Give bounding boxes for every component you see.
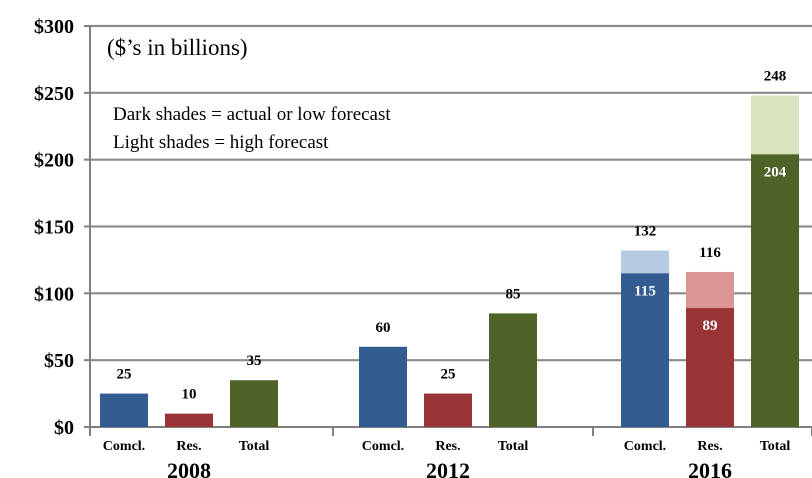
bar-low-forecast xyxy=(165,413,213,427)
grid-lines xyxy=(90,24,812,428)
category-label: Comcl. xyxy=(103,439,145,454)
year-label: 2008 xyxy=(167,458,211,478)
category-label: Total xyxy=(760,439,791,454)
category-label: Comcl. xyxy=(624,439,666,454)
bar-value-label: 35 xyxy=(247,353,262,369)
legend-light-note: Light shades = high forecast xyxy=(113,132,329,153)
category-label: Res. xyxy=(435,439,460,454)
year-label: 2016 xyxy=(688,458,732,478)
bar-inside-value-label: 89 xyxy=(703,318,718,334)
bar-low-forecast xyxy=(489,313,537,427)
bar-high-forecast xyxy=(621,250,669,274)
legend-dark-note: Dark shades = actual or low forecast xyxy=(113,104,391,125)
bar-low-forecast xyxy=(100,393,148,427)
bar-value-label: 85 xyxy=(506,286,521,302)
bar-low-forecast xyxy=(621,273,669,427)
y-tick-label: $200 xyxy=(34,150,74,172)
bar-value-label: 132 xyxy=(634,224,657,240)
year-label: 2012 xyxy=(426,458,470,478)
y-tick-label: $50 xyxy=(44,350,74,372)
bar-low-forecast xyxy=(686,308,734,427)
y-axis: $0 $50 $100 $150 $200 $250 $300 xyxy=(34,16,91,439)
bar-low-forecast xyxy=(751,154,799,427)
y-tick-label: $300 xyxy=(34,16,74,38)
bars: 25 10 35 60 25 85 132 115 116 89 248 204 xyxy=(100,69,799,427)
y-tick-label: $100 xyxy=(34,283,74,305)
bar-inside-value-label: 204 xyxy=(764,164,787,180)
bar-value-label: 10 xyxy=(182,387,197,403)
bar-high-forecast xyxy=(686,271,734,309)
bar-value-label: 248 xyxy=(764,69,787,85)
category-label: Res. xyxy=(176,439,201,454)
bar-value-label: 116 xyxy=(699,245,721,261)
units-annotation: ($’s in billions) xyxy=(107,35,248,60)
category-label: Total xyxy=(498,439,529,454)
y-tick-label: $250 xyxy=(34,83,74,105)
x-axis: Comcl. Res. Total 2008 Comcl. Res. Total 2012 Co… xyxy=(89,427,812,478)
y-tick-label: $150 xyxy=(34,217,74,239)
bar-value-label: 60 xyxy=(376,320,391,336)
category-label: Comcl. xyxy=(362,439,404,454)
bar-high-forecast xyxy=(751,95,799,155)
bar-value-label: 25 xyxy=(441,367,456,383)
bar-inside-value-label: 115 xyxy=(634,283,656,299)
bar-value-label: 25 xyxy=(117,367,132,383)
y-tick-label: $0 xyxy=(54,417,74,439)
category-label: Total xyxy=(239,439,270,454)
bar-low-forecast xyxy=(230,380,278,427)
bar-low-forecast xyxy=(424,393,472,427)
category-label: Res. xyxy=(697,439,722,454)
bar-low-forecast xyxy=(359,346,407,427)
